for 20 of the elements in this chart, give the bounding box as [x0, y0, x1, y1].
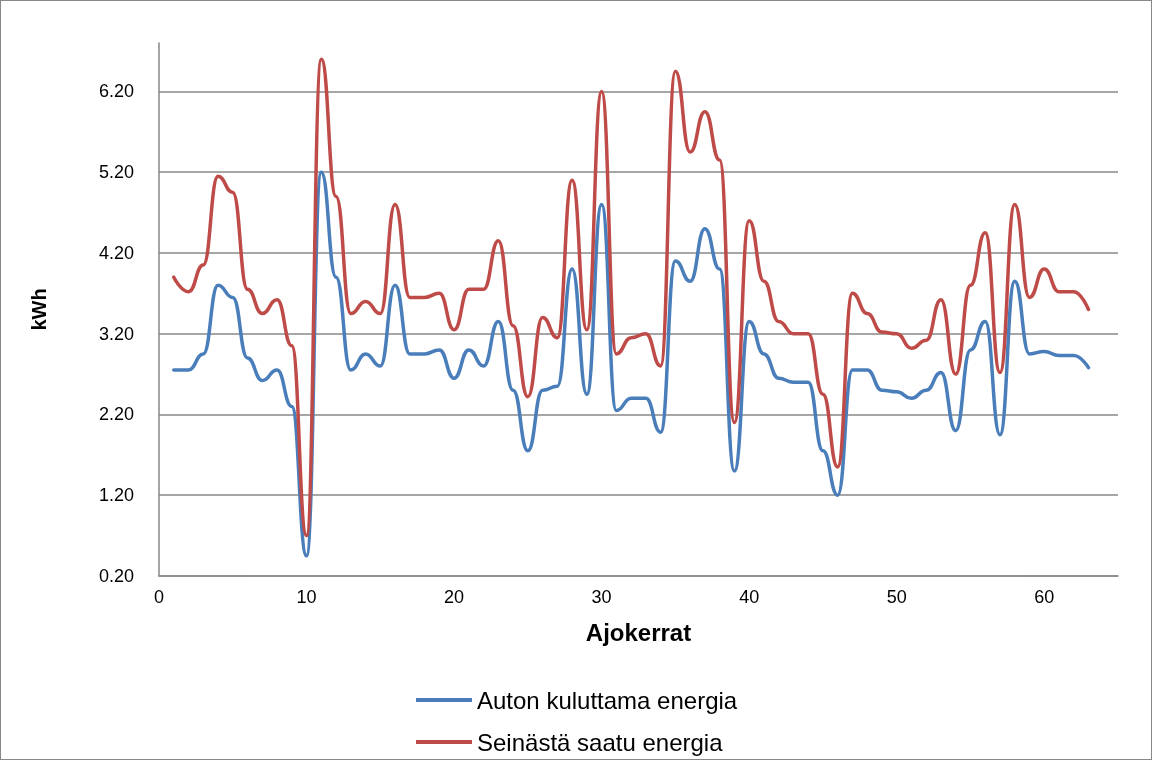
x-tick-label: 30 [591, 587, 612, 607]
y-axis-title: kWh [28, 288, 50, 331]
line-series [172, 170, 1091, 558]
line-series [172, 57, 1091, 538]
y-tick-label: 1.20 [98, 485, 134, 506]
legend-label: Auton kuluttama energia [477, 686, 738, 714]
y-tick-label: 5.20 [98, 162, 134, 183]
y-tick-label: 4.20 [98, 242, 134, 263]
x-tick-label: 10 [296, 587, 317, 607]
x-tick-label: 40 [739, 587, 760, 607]
x-tick-label: 60 [1034, 587, 1055, 607]
x-axis-title: Ajokerrat [585, 618, 692, 646]
y-tick-label: 2.20 [98, 404, 134, 425]
y-tick-label: 3.20 [98, 323, 134, 344]
x-tick-label: 0 [153, 587, 165, 607]
legend-label: Seinästä saatu energia [477, 728, 724, 756]
y-tick-label: 6.20 [98, 81, 134, 102]
x-tick-label: 50 [886, 587, 907, 607]
x-tick-label: 20 [444, 587, 465, 607]
y-tick-label: 0.20 [98, 566, 134, 586]
